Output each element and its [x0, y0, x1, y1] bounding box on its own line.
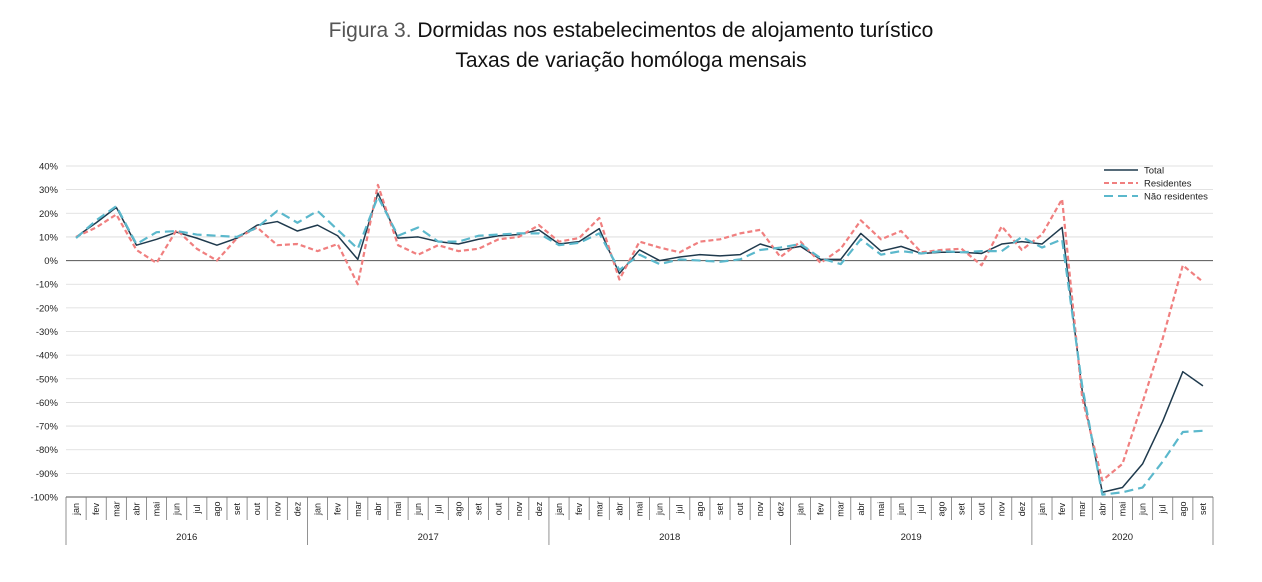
title-text: Dormidas nos estabelecimentos de alojame…	[417, 19, 934, 42]
x-tick-label: ago	[1178, 501, 1188, 516]
x-tick-label: abr	[856, 502, 866, 515]
x-tick-label: jan	[71, 503, 81, 516]
x-tick-label: dez	[775, 501, 785, 516]
series-line-total	[75, 192, 1204, 494]
y-tick-label: 30%	[39, 185, 59, 196]
legend-label: Não residentes	[1144, 192, 1208, 203]
y-tick-label: -100%	[31, 493, 59, 504]
y-tick-label: -90%	[36, 469, 59, 480]
x-tick-label: set	[956, 503, 966, 516]
x-tick-label: jan	[795, 503, 805, 516]
x-tick-label: fev	[574, 503, 584, 516]
x-tick-label: out	[494, 502, 504, 515]
series-line-residentes	[75, 183, 1204, 482]
x-tick-label: mai	[635, 502, 645, 517]
series-lines	[75, 183, 1204, 496]
y-tick-label: 40%	[39, 162, 59, 173]
x-tick-label: jan	[554, 503, 564, 516]
y-tick-label: 10%	[39, 232, 59, 243]
legend: Total Residentes Não residentes	[1104, 166, 1208, 203]
x-tick-label: jul	[192, 504, 202, 514]
x-tick-label: jun	[1138, 503, 1148, 516]
x-tick-label: out	[735, 502, 745, 515]
x-tick-label: mai	[876, 502, 886, 517]
x-tick-label: out	[977, 502, 987, 515]
x-tick-label: mar	[836, 501, 846, 517]
x-tick-label: jul	[675, 504, 685, 514]
legend-label: Residentes	[1144, 179, 1192, 190]
x-tick-label: abr	[1097, 502, 1107, 515]
y-axis: 40% 30% 20% 10% 0% -10% -20% -30% -40% -50% -60% -7…	[31, 162, 59, 504]
year-label: 2020	[1112, 532, 1133, 543]
x-tick-label: nov	[755, 501, 765, 516]
figure-label: Figura 3.	[328, 19, 412, 42]
x-tick-label: ago	[695, 501, 705, 516]
y-tick-label: -10%	[36, 280, 59, 291]
x-tick-label: jun	[172, 503, 182, 516]
y-tick-label: -70%	[36, 422, 59, 433]
x-tick-label: set	[474, 503, 484, 516]
x-tick-label: mar	[111, 501, 121, 517]
y-tick-label: -50%	[36, 374, 59, 385]
y-tick-label: -60%	[36, 398, 59, 409]
x-tick-label: ago	[212, 501, 222, 516]
x-tick-label: jul	[1158, 504, 1168, 514]
x-tick-label: set	[232, 503, 242, 516]
y-tick-label: -20%	[36, 303, 59, 314]
x-tick-label: mar	[353, 501, 363, 517]
x-tick-label: jun	[896, 503, 906, 516]
x-tick-label: dez	[292, 501, 302, 516]
x-tick-label: abr	[373, 502, 383, 515]
legend-label: Total	[1144, 166, 1164, 177]
x-tick-label: jun	[655, 503, 665, 516]
x-tick-label: mai	[1117, 502, 1127, 517]
year-label: 2019	[901, 532, 922, 543]
x-tick-label: jul	[916, 504, 926, 514]
x-tick-label: out	[252, 502, 262, 515]
x-tick-label: ago	[936, 501, 946, 516]
x-tick-label: jul	[433, 504, 443, 514]
year-label: 2016	[176, 532, 197, 543]
x-tick-label: mar	[1077, 501, 1087, 517]
x-tick-label: jan	[1037, 503, 1047, 516]
y-tick-label: 0%	[44, 256, 58, 267]
gridlines	[66, 165, 1213, 498]
year-label: 2018	[659, 532, 680, 543]
x-tick-label: fev	[816, 503, 826, 516]
chart-title: Figura 3. Dormidas nos estabelecimentos …	[0, 16, 1262, 46]
chart-title-block: Figura 3. Dormidas nos estabelecimentos …	[0, 16, 1262, 76]
x-tick-label: fev	[333, 503, 343, 516]
y-tick-label: -80%	[36, 445, 59, 456]
x-tick-label: fev	[1057, 503, 1067, 516]
x-tick-label: nov	[514, 501, 524, 516]
x-tick-label: dez	[534, 501, 544, 516]
x-tick-label: abr	[131, 502, 141, 515]
x-tick-label: set	[1198, 503, 1208, 516]
x-tick-label: mar	[594, 501, 604, 517]
x-tick-label: dez	[1017, 501, 1027, 516]
x-tick-label: abr	[614, 502, 624, 515]
x-tick-label: jun	[413, 503, 423, 516]
x-tick-label: jan	[313, 503, 323, 516]
x-tick-label: nov	[997, 501, 1007, 516]
chart-subtitle: Taxas de variação homóloga mensais	[455, 49, 807, 72]
year-label: 2017	[418, 532, 439, 543]
x-tick-label: fev	[91, 503, 101, 516]
y-tick-label: -30%	[36, 327, 59, 338]
x-axis: jan fev mar abr mai jun jul ago set out nov dez jan f…	[65, 496, 1214, 545]
series-line-n-o-residentes	[75, 195, 1204, 496]
x-tick-label: ago	[453, 501, 463, 516]
x-tick-label: nov	[272, 501, 282, 516]
x-tick-label: mai	[393, 502, 403, 517]
x-tick-label: mai	[152, 502, 162, 517]
x-tick-label: set	[715, 503, 725, 516]
y-tick-label: -40%	[36, 351, 59, 362]
y-tick-label: 20%	[39, 209, 59, 220]
